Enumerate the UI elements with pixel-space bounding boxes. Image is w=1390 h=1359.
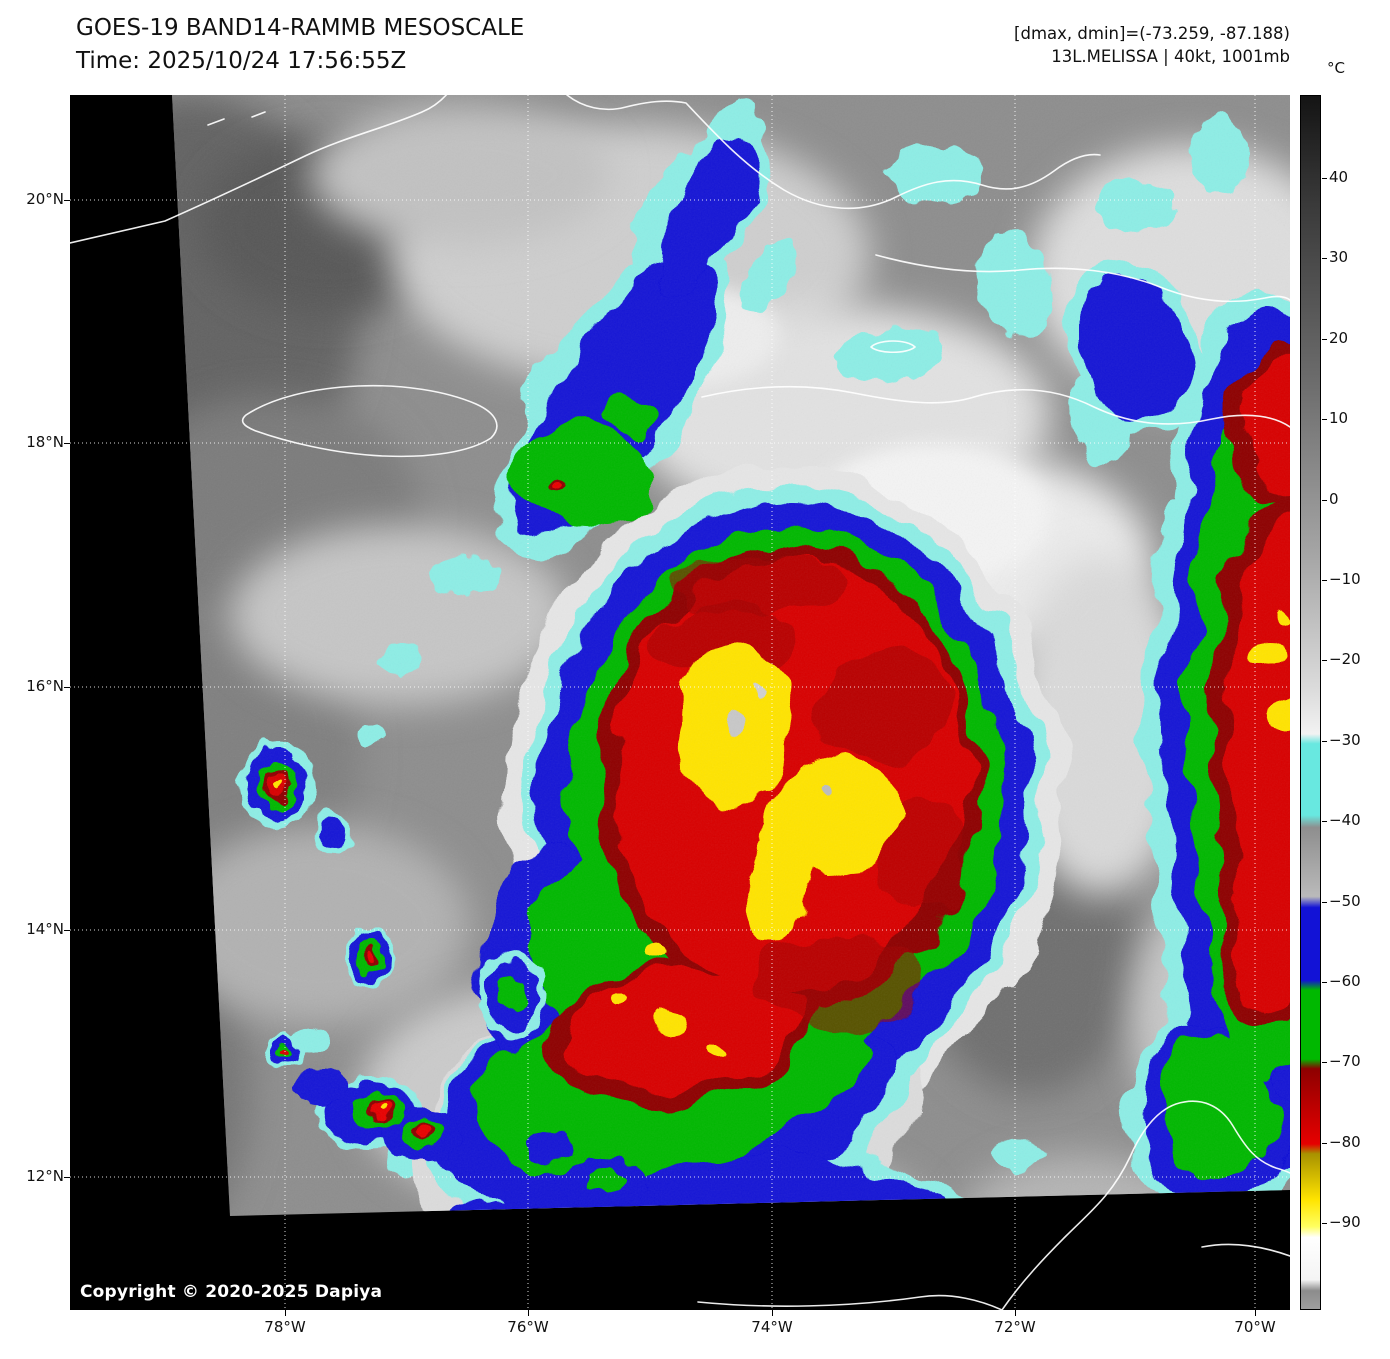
colorbar-tick-mark: [1322, 1062, 1327, 1063]
coastline-hispaniola-north: [875, 254, 1290, 303]
lon-label-70w: 70°W: [1234, 1318, 1276, 1336]
lat-label-20n: 20°N: [26, 190, 64, 208]
colorbar-tick-label: −80: [1329, 1133, 1361, 1151]
colorbar-tick-mark: [1322, 821, 1327, 822]
colorbar-tick-label: −90: [1329, 1213, 1361, 1231]
timestamp: Time: 2025/10/24 17:56:55Z: [76, 48, 407, 74]
lon-label-78w: 78°W: [264, 1318, 306, 1336]
colorbar-tick-mark: [1322, 741, 1327, 742]
header-left: GOES-19 BAND14-RAMMB MESOSCALE Time: 202…: [76, 12, 524, 78]
coastline-cuba-cays: [207, 111, 266, 126]
lat-label-16n: 16°N: [26, 677, 64, 695]
coastline-jamaica: [241, 384, 498, 458]
colorbar-tick-mark: [1322, 580, 1327, 581]
colorbar-tick-mark: [1322, 419, 1327, 420]
lon-label-74w: 74°W: [751, 1318, 793, 1336]
coastline-south-america-east: [1201, 1243, 1290, 1257]
coastlines: [70, 95, 1290, 1310]
colorbar-tick-mark: [1322, 902, 1327, 903]
satellite-image: [70, 95, 1290, 1310]
lat-tick-mark: [64, 1177, 70, 1178]
colorbar-tick-label: 0: [1329, 490, 1339, 508]
colorbar-tick-label: 20: [1329, 329, 1349, 347]
colorbar-unit-label: °C: [1327, 59, 1345, 77]
coastline-south-america: [1001, 1100, 1290, 1310]
lon-tick-mark: [1015, 1310, 1016, 1316]
colorbar-tick-label: −20: [1329, 650, 1361, 668]
satellite-map: Copyright © 2020-2025 Dapiya: [70, 95, 1290, 1310]
colorbar-tick-mark: [1322, 339, 1327, 340]
lat-tick-mark: [64, 200, 70, 201]
lat-tick-mark: [64, 443, 70, 444]
sensor-grain: [172, 95, 1290, 1216]
colorbar-tick-mark: [1322, 258, 1327, 259]
colorbar-tick-label: −50: [1329, 892, 1361, 910]
colorbar-tick-label: −40: [1329, 811, 1361, 829]
coastline-gonave-island: [870, 340, 916, 354]
lat-label-18n: 18°N: [26, 433, 64, 451]
scan-region: [172, 95, 1290, 1216]
lat-label-14n: 14°N: [26, 920, 64, 938]
lon-label-72w: 72°W: [994, 1318, 1036, 1336]
lon-tick-mark: [528, 1310, 529, 1316]
colorbar-tick-label: −30: [1329, 731, 1361, 749]
colorbar-tick-mark: [1322, 500, 1327, 501]
colorbar-tick-mark: [1322, 1223, 1327, 1224]
lat-label-12n: 12°N: [26, 1167, 64, 1185]
colorbar-tick-label: −10: [1329, 570, 1361, 588]
grid-lines: [70, 95, 1290, 1310]
coastline-venezuela: [697, 1294, 1003, 1310]
temperature-colorbar: [1300, 95, 1321, 1310]
coastline-cuba-southeast: [566, 95, 1101, 210]
dmax-dmin-readout: [dmax, dmin]=(-73.259, -87.188): [1014, 24, 1290, 43]
lon-tick-mark: [285, 1310, 286, 1316]
colorbar-tick-label: 10: [1329, 409, 1349, 427]
lon-tick-mark: [1255, 1310, 1256, 1316]
storm-info: 13L.MELISSA | 40kt, 1001mb: [1051, 47, 1290, 66]
colorbar-tick-label: 40: [1329, 168, 1349, 186]
coastline-hispaniola-south: [701, 385, 1290, 428]
lon-tick-mark: [772, 1310, 773, 1316]
coastline-cuba-southwest: [70, 95, 448, 244]
copyright-text: Copyright © 2020-2025 Dapiya: [80, 1282, 383, 1302]
lat-tick-mark: [64, 687, 70, 688]
colorbar-tick-mark: [1322, 982, 1327, 983]
header-right: [dmax, dmin]=(-73.259, -87.188) 13L.MELI…: [1014, 22, 1290, 68]
colorbar-tick-label: 30: [1329, 248, 1349, 266]
colorbar-tick-label: −70: [1329, 1052, 1361, 1070]
colorbar-tick-mark: [1322, 1143, 1327, 1144]
colorbar-tick-mark: [1322, 178, 1327, 179]
colorbar-tick-mark: [1322, 660, 1327, 661]
page-title: GOES-19 BAND14-RAMMB MESOSCALE: [76, 15, 525, 41]
colorbar-tick-label: −60: [1329, 972, 1361, 990]
lon-label-76w: 76°W: [507, 1318, 549, 1336]
lat-tick-mark: [64, 930, 70, 931]
